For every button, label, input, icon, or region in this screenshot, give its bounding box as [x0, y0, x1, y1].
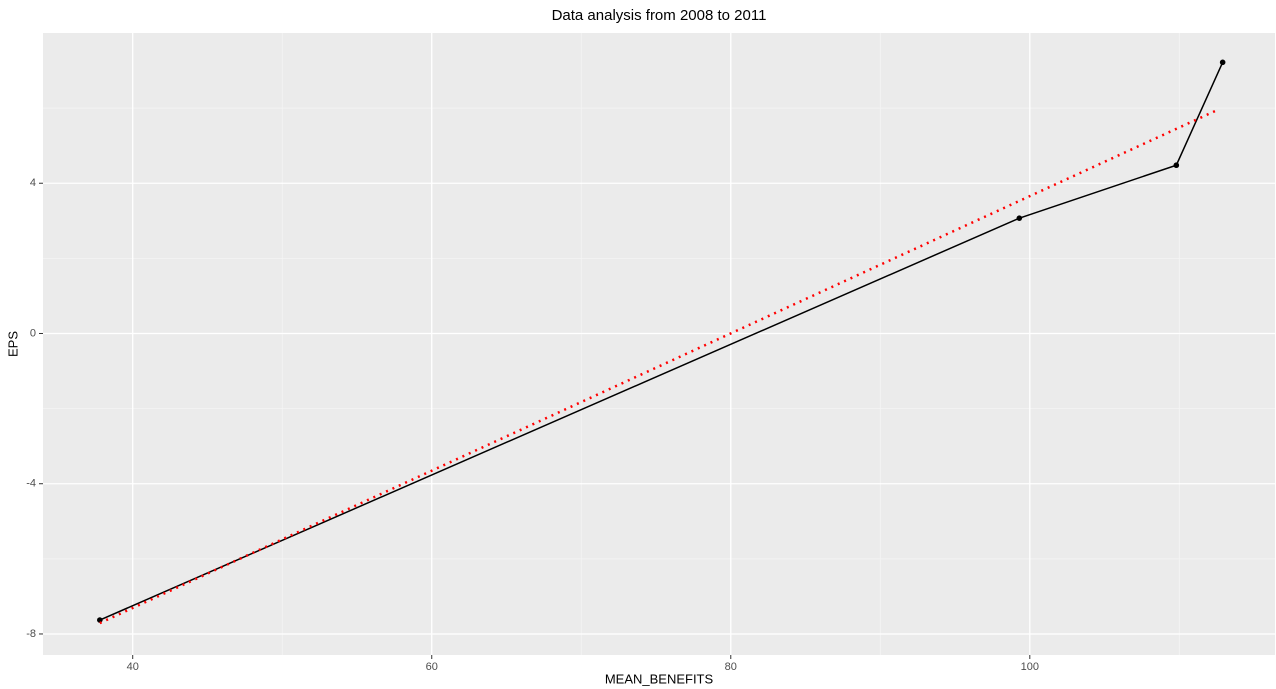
data-point — [1173, 162, 1180, 169]
y-tick-label: -8 — [26, 628, 36, 640]
plot-panel — [43, 33, 1275, 655]
y-tick-label: -4 — [26, 478, 36, 490]
chart-title: Data analysis from 2008 to 2011 — [552, 7, 767, 24]
y-axis-title: EPS — [5, 331, 20, 357]
x-tick-label: 60 — [426, 661, 438, 673]
x-tick-label: 40 — [127, 661, 139, 673]
data-point — [1219, 59, 1226, 66]
x-tick-label: 100 — [1021, 661, 1039, 673]
y-tick-label: 0 — [30, 327, 36, 339]
data-line — [99, 61, 1224, 621]
x-tick-label: 80 — [725, 661, 737, 673]
y-tick-label: 4 — [30, 177, 36, 189]
x-axis-title: MEAN_BENEFITS — [605, 671, 714, 686]
data-point — [1016, 215, 1023, 221]
